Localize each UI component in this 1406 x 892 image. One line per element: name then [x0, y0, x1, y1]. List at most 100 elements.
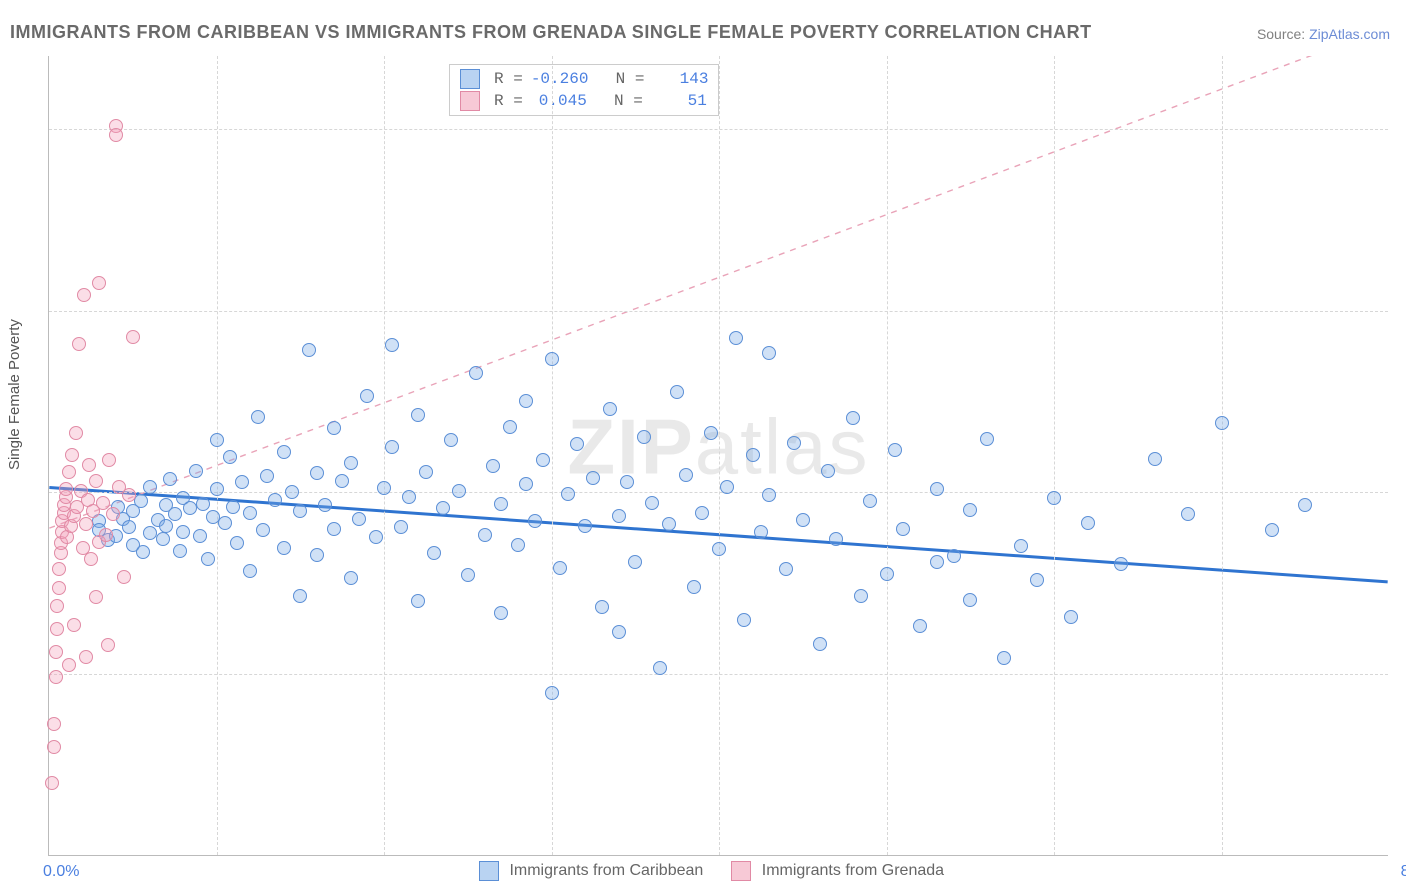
data-point [1298, 498, 1312, 512]
data-point [436, 501, 450, 515]
data-point [821, 464, 835, 478]
n-value: 51 [651, 92, 707, 110]
data-point [310, 548, 324, 562]
data-point [1081, 516, 1095, 530]
data-point [737, 613, 751, 627]
data-point [327, 522, 341, 536]
data-point [50, 599, 64, 613]
data-point [47, 740, 61, 754]
data-point [92, 276, 106, 290]
data-point [77, 288, 91, 302]
data-point [218, 516, 232, 530]
data-point [754, 525, 768, 539]
data-point [302, 343, 316, 357]
data-point [762, 346, 776, 360]
data-point [628, 555, 642, 569]
data-point [1047, 491, 1061, 505]
data-point [411, 408, 425, 422]
data-point [89, 474, 103, 488]
data-point [813, 637, 827, 651]
data-point [243, 564, 257, 578]
data-point [126, 330, 140, 344]
data-point [101, 638, 115, 652]
data-point [293, 589, 307, 603]
data-point [243, 506, 257, 520]
data-point [612, 625, 626, 639]
data-point [653, 661, 667, 675]
data-point [45, 776, 59, 790]
data-point [168, 507, 182, 521]
data-point [478, 528, 492, 542]
data-point [427, 546, 441, 560]
data-point [173, 544, 187, 558]
data-point [156, 532, 170, 546]
data-point [52, 581, 66, 595]
data-point [344, 456, 358, 470]
swatch-icon [479, 861, 499, 881]
gridline-v [217, 56, 218, 855]
data-point [411, 594, 425, 608]
data-point [52, 562, 66, 576]
data-point [913, 619, 927, 633]
data-point [729, 331, 743, 345]
data-point [377, 481, 391, 495]
series-legend: Immigrants from Caribbean Immigrants fro… [479, 861, 944, 881]
data-point [47, 717, 61, 731]
data-point [106, 507, 120, 521]
data-point [230, 536, 244, 550]
data-point [62, 658, 76, 672]
data-point [829, 532, 843, 546]
data-point [494, 606, 508, 620]
data-point [360, 389, 374, 403]
data-point [679, 468, 693, 482]
data-point [136, 545, 150, 559]
data-point [419, 465, 433, 479]
data-point [1148, 452, 1162, 466]
data-point [469, 366, 483, 380]
gridline-v [887, 56, 888, 855]
data-point [980, 432, 994, 446]
data-point [963, 503, 977, 517]
data-point [79, 517, 93, 531]
n-value: 143 [652, 70, 708, 88]
data-point [880, 567, 894, 581]
data-point [519, 394, 533, 408]
gridline-v [384, 56, 385, 855]
legend-label: Immigrants from Caribbean [509, 862, 703, 879]
data-point [117, 570, 131, 584]
data-point [444, 433, 458, 447]
data-point [486, 459, 500, 473]
data-point [79, 650, 93, 664]
source-link[interactable]: ZipAtlas.com [1309, 26, 1390, 42]
data-point [109, 128, 123, 142]
data-point [796, 513, 810, 527]
source-attribution: Source: ZipAtlas.com [1257, 26, 1390, 42]
data-point [695, 506, 709, 520]
data-point [452, 484, 466, 498]
stats-row-grenada: R =0.045 N =51 [460, 91, 708, 111]
data-point [318, 498, 332, 512]
y-axis-label: Single Female Poverty [6, 319, 23, 470]
data-point [704, 426, 718, 440]
data-point [344, 571, 358, 585]
data-point [746, 448, 760, 462]
gridline-v [1054, 56, 1055, 855]
data-point [122, 488, 136, 502]
data-point [997, 651, 1011, 665]
data-point [854, 589, 868, 603]
r-value: 0.045 [531, 92, 587, 110]
data-point [662, 517, 676, 531]
data-point [49, 645, 63, 659]
data-point [930, 555, 944, 569]
data-point [223, 450, 237, 464]
data-point [143, 526, 157, 540]
data-point [720, 480, 734, 494]
data-point [159, 519, 173, 533]
data-point [561, 487, 575, 501]
data-point [176, 525, 190, 539]
data-point [277, 445, 291, 459]
data-point [888, 443, 902, 457]
data-point [310, 466, 324, 480]
data-point [553, 561, 567, 575]
data-point [49, 670, 63, 684]
